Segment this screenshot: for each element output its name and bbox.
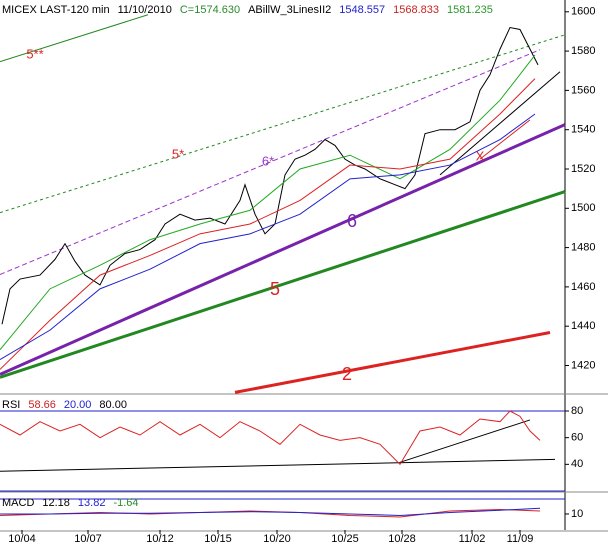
trend-label: 6* — [262, 153, 274, 168]
panel-header: RSI — [2, 399, 20, 411]
y-tick-label: 1520 — [571, 163, 595, 175]
x-tick-label: 10/20 — [263, 533, 291, 545]
trend-line — [0, 190, 566, 379]
panel-header: C=1574.630 — [180, 4, 240, 16]
panel-header: -1.64 — [113, 497, 138, 509]
series-line — [0, 54, 536, 351]
y-tick-label: 1460 — [571, 281, 595, 293]
trend-line — [0, 123, 566, 376]
panel-header: 20.00 — [64, 399, 92, 411]
trend-label: X — [476, 148, 485, 163]
panel-header: 12.18 — [42, 497, 70, 509]
trend-line — [479, 119, 531, 160]
panel-header: 58.66 — [28, 399, 56, 411]
trend-line — [0, 49, 541, 275]
trend-line — [439, 71, 561, 176]
series-line — [0, 507, 541, 516]
panel-header: 1581.235 — [447, 4, 493, 16]
y-tick-label: 10 — [571, 508, 583, 520]
x-tick-label: 10/07 — [74, 533, 102, 545]
trend-line — [0, 458, 556, 472]
panel-header: 11/10/2010 — [118, 4, 172, 16]
trend-line — [234, 331, 551, 394]
panel-header: ABillW_3LinesII2 — [248, 4, 331, 16]
panel-header: 1568.833 — [393, 4, 439, 16]
y-tick-label: 1500 — [571, 202, 595, 214]
x-tick-label: 10/04 — [8, 533, 36, 545]
y-tick-label: 1580 — [571, 45, 595, 57]
panel-header: 1548.557 — [339, 4, 385, 16]
panel-header: MICEX LAST-120 min — [2, 4, 110, 16]
y-tick-label: 1600 — [571, 6, 595, 18]
x-tick-label: 11/09 — [507, 533, 534, 545]
trend-label: 6 — [347, 211, 357, 231]
series-line — [1, 26, 539, 325]
trend-label: 2 — [342, 364, 352, 384]
series-line — [0, 410, 541, 466]
panel-header: 13.82 — [78, 497, 106, 509]
y-tick-label: 1420 — [571, 359, 595, 371]
y-tick-label: 1540 — [571, 124, 595, 136]
trend-line — [0, 34, 566, 214]
x-tick-label: 10/12 — [146, 533, 174, 545]
y-tick-label: 1560 — [571, 84, 595, 96]
x-tick-label: 10/28 — [388, 533, 416, 545]
x-tick-label: 11/02 — [459, 533, 486, 545]
y-tick-label: 60 — [571, 432, 583, 444]
x-tick-label: 10/25 — [331, 533, 359, 545]
trend-label: 5 — [270, 279, 280, 299]
y-tick-label: 1480 — [571, 241, 595, 253]
trend-line — [0, 14, 149, 63]
trend-label: 5** — [26, 46, 43, 61]
series-line — [0, 78, 536, 370]
trend-label: 5* — [172, 146, 184, 161]
y-tick-label: 40 — [571, 458, 583, 470]
trend-line — [399, 419, 531, 463]
series-line — [0, 113, 536, 361]
y-tick-label: 80 — [571, 405, 583, 417]
y-tick-label: 1440 — [571, 320, 595, 332]
panel-header: MACD — [2, 497, 34, 509]
panel-header: 80.00 — [99, 399, 127, 411]
x-tick-label: 10/15 — [204, 533, 232, 545]
